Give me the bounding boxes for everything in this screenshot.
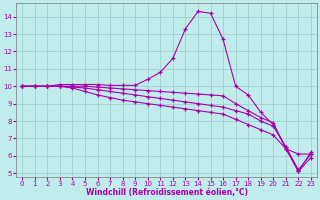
X-axis label: Windchill (Refroidissement éolien,°C): Windchill (Refroidissement éolien,°C) [85,188,248,197]
